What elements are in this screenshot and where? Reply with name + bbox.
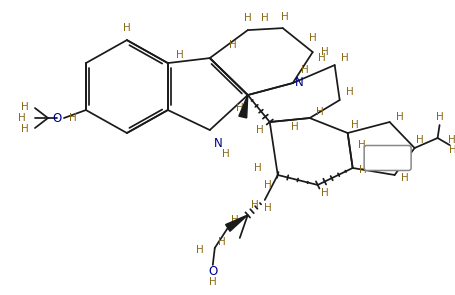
Text: H: H: [350, 120, 358, 130]
Text: N: N: [295, 76, 303, 88]
Text: H: H: [357, 140, 365, 150]
Text: H: H: [415, 135, 423, 145]
Text: H: H: [320, 47, 328, 57]
Text: O: O: [208, 266, 217, 278]
Text: H: H: [21, 124, 29, 134]
Text: H: H: [340, 53, 348, 63]
Text: H: H: [69, 113, 76, 123]
Polygon shape: [238, 95, 247, 118]
Text: H: H: [308, 33, 316, 43]
Text: H: H: [315, 107, 323, 117]
Text: H: H: [263, 203, 271, 213]
Text: H: H: [196, 245, 203, 255]
Text: H: H: [300, 65, 308, 75]
Text: H: H: [263, 180, 271, 190]
Text: H: H: [358, 165, 366, 175]
Text: H: H: [208, 277, 216, 287]
Text: H: H: [395, 112, 403, 122]
FancyBboxPatch shape: [364, 145, 410, 171]
Text: H: H: [18, 113, 26, 123]
Text: H: H: [250, 200, 258, 210]
Text: H: H: [228, 40, 236, 50]
Text: H: H: [345, 87, 353, 97]
Text: OMe: OMe: [374, 152, 400, 165]
Text: H: H: [230, 215, 238, 225]
Text: N: N: [213, 137, 222, 150]
Text: H: H: [235, 103, 243, 113]
Text: H: H: [447, 135, 455, 145]
Text: H: H: [290, 122, 298, 132]
Text: H: H: [243, 13, 251, 23]
Text: H: H: [176, 50, 183, 60]
Text: H: H: [217, 237, 225, 247]
Text: H: H: [280, 12, 288, 22]
Text: H: H: [21, 102, 29, 112]
Text: H: H: [448, 145, 455, 155]
Text: O: O: [52, 112, 61, 124]
Text: H: H: [222, 149, 229, 159]
Text: H: H: [260, 13, 268, 23]
Text: H: H: [400, 173, 408, 183]
Text: H: H: [255, 125, 263, 135]
Text: H: H: [123, 23, 131, 33]
Text: H: H: [320, 188, 328, 198]
Text: H: H: [435, 112, 443, 122]
Text: H: H: [317, 53, 325, 63]
Text: H: H: [253, 163, 261, 173]
Polygon shape: [225, 215, 247, 231]
